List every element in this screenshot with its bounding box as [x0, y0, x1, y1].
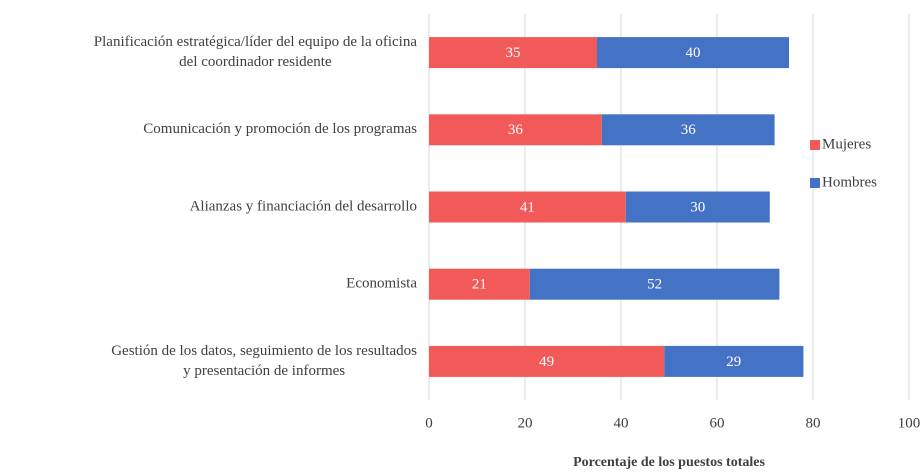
bar-segment	[597, 37, 789, 69]
bar-segment	[529, 268, 780, 300]
bar-segment	[664, 345, 804, 377]
x-tick-label: 0	[425, 415, 433, 431]
legend-label: Hombres	[822, 174, 877, 190]
bar-segment	[429, 37, 597, 69]
y-tick-label: Comunicación y promoción de los programa…	[143, 121, 417, 137]
value-label: 35	[506, 45, 521, 61]
value-label: 49	[539, 354, 554, 370]
legend-swatch	[810, 178, 820, 188]
value-label: 21	[472, 277, 487, 293]
bar-segment	[429, 191, 626, 223]
y-tick-label: Alianzas y financiación del desarrollo	[190, 198, 417, 214]
x-tick-label: 20	[518, 415, 533, 431]
x-tick-label: 100	[898, 415, 921, 431]
x-tick-label: 40	[614, 415, 629, 431]
value-label: 40	[686, 45, 701, 61]
y-tick-label: del coordinador residente	[179, 54, 332, 70]
y-tick-label: Economista	[346, 276, 417, 292]
x-tick-label: 60	[710, 415, 725, 431]
x-axis-label: Porcentaje de los puestos totales	[573, 455, 765, 470]
value-label: 30	[690, 199, 705, 215]
value-label: 52	[647, 277, 662, 293]
y-tick-label: y presentación de informes	[183, 363, 345, 379]
legend-label: Mujeres	[822, 136, 871, 152]
x-tick-label: 80	[806, 415, 821, 431]
value-label: 29	[726, 354, 741, 370]
bar-segment	[429, 345, 665, 377]
bar-segment	[429, 268, 530, 300]
value-label: 36	[681, 122, 697, 138]
bar-segment	[601, 114, 775, 146]
bar-segment	[625, 191, 770, 223]
value-label: 41	[520, 199, 535, 215]
bar-segment	[429, 114, 602, 146]
legend-swatch	[810, 140, 820, 150]
y-tick-label: Planificación estratégica/líder del equi…	[94, 34, 418, 50]
value-label: 36	[508, 122, 524, 138]
y-tick-label: Gestión de los datos, seguimiento de los…	[111, 343, 417, 359]
